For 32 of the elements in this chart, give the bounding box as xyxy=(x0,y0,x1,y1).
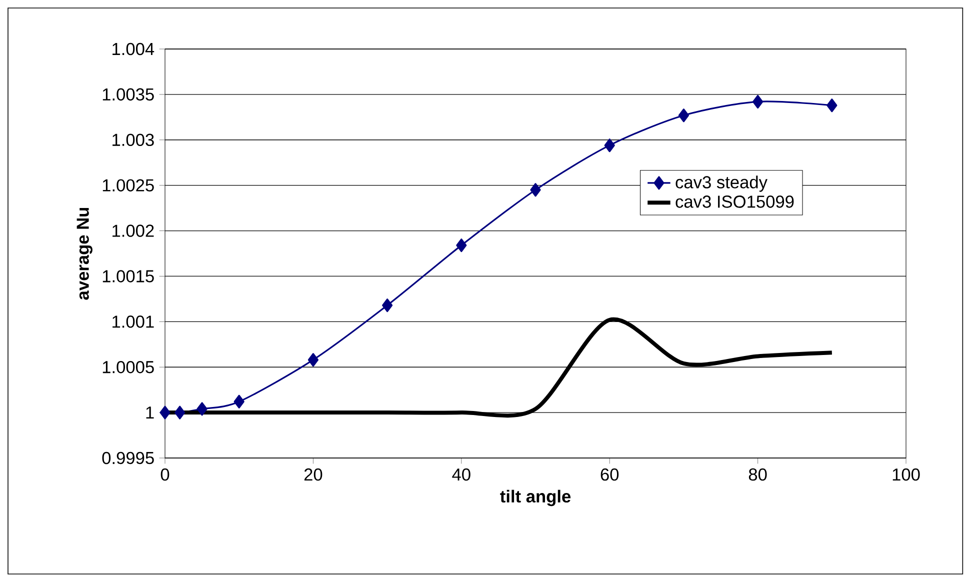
point xyxy=(308,353,318,367)
x-tick-label: 0 xyxy=(160,468,170,481)
y-tick-label: 1.0025 xyxy=(102,179,154,192)
y-tick-label: 1.003 xyxy=(112,134,154,146)
point xyxy=(160,406,170,420)
legend-label: cav3 ISO15099 xyxy=(676,196,794,208)
point xyxy=(174,406,186,420)
y-tick-label: 0.9995 xyxy=(102,452,154,464)
x-tick-label: 60 xyxy=(600,468,619,481)
point xyxy=(234,394,244,408)
y-tick-label: 1.0035 xyxy=(102,88,154,101)
point xyxy=(826,98,838,112)
x-tick-label: 100 xyxy=(892,468,920,481)
point xyxy=(196,402,208,416)
x-axis-title: tilt angle xyxy=(500,490,571,506)
y-tick-label: 1.0005 xyxy=(102,360,154,374)
y-tick-label: 1.002 xyxy=(112,224,154,237)
y-tick-label: 1 xyxy=(146,406,154,419)
point xyxy=(382,298,393,312)
y-axis-title: average Nu xyxy=(76,208,92,300)
y-tick-label: 1.004 xyxy=(112,42,154,56)
point xyxy=(456,238,467,252)
point xyxy=(752,94,764,109)
point xyxy=(604,138,615,152)
x-tick-label: 20 xyxy=(304,468,322,481)
point xyxy=(530,183,541,197)
x-tick-label: 80 xyxy=(748,468,767,481)
x-tick-label: 40 xyxy=(452,468,470,481)
y-tick-label: 1.001 xyxy=(112,316,154,328)
point xyxy=(678,108,690,122)
y-tick-label: 1.0015 xyxy=(102,270,154,282)
legend-label: cav3 steady xyxy=(676,176,768,192)
